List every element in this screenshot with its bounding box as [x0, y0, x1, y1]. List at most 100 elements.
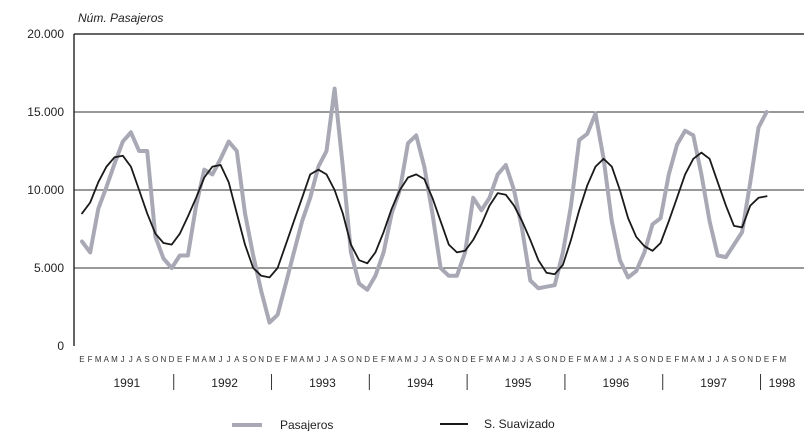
- x-tick-month: F: [185, 355, 190, 364]
- x-tick-month: E: [568, 355, 574, 364]
- x-tick-month: M: [111, 355, 118, 364]
- x-tick-month: A: [527, 355, 533, 364]
- x-tick-year: 1993: [309, 376, 336, 390]
- x-tick-month: A: [593, 355, 599, 364]
- x-tick-month: A: [723, 355, 729, 364]
- x-tick-month: O: [739, 355, 745, 364]
- y-axis-label: Núm. Pasajeros: [78, 11, 163, 25]
- x-tick-month: S: [633, 355, 639, 364]
- y-tick-label: 0: [57, 339, 64, 353]
- x-tick-month: N: [747, 355, 753, 364]
- x-tick-month: F: [772, 355, 777, 364]
- series: [80, 86, 769, 325]
- x-tick-month: N: [161, 355, 167, 364]
- x-tick-month: M: [779, 355, 786, 364]
- x-tick-month: E: [666, 355, 672, 364]
- x-tick-month: J: [324, 355, 328, 364]
- x-tick-month: J: [121, 355, 125, 364]
- x-tick-month: D: [755, 355, 761, 364]
- x-tick-month: F: [674, 355, 679, 364]
- x-tick-month: J: [129, 355, 133, 364]
- x-tick-month: D: [364, 355, 370, 364]
- x-tick-month: A: [397, 355, 403, 364]
- x-tick-month: N: [356, 355, 362, 364]
- x-tick-month: S: [536, 355, 542, 364]
- x-tick-month: M: [600, 355, 607, 364]
- x-tick-month: A: [136, 355, 142, 364]
- x-tick-month: O: [641, 355, 647, 364]
- x-tick-month: J: [227, 355, 231, 364]
- series-line-suavizado: [81, 151, 768, 279]
- x-tick-month: D: [169, 355, 175, 364]
- x-tick-month: D: [560, 355, 566, 364]
- x-tick-month: E: [764, 355, 770, 364]
- x-tick-month: S: [242, 355, 248, 364]
- x-tick-month: J: [618, 355, 622, 364]
- x-tick-month: F: [283, 355, 288, 364]
- axes: 0 5.000 10.000 15.000 20.000: [27, 27, 75, 353]
- x-tick-month: J: [520, 355, 524, 364]
- x-tick-year: 1997: [700, 376, 727, 390]
- x-tick-month: J: [716, 355, 720, 364]
- legend-pasajeros-label: Pasajeros: [280, 418, 333, 431]
- x-tick-year: 1995: [505, 376, 532, 390]
- x-tick-month: M: [388, 355, 395, 364]
- x-tick-month: A: [299, 355, 305, 364]
- x-tick-month: D: [462, 355, 468, 364]
- series-line-pasajeros: [80, 86, 769, 325]
- x-tick-month: A: [234, 355, 240, 364]
- x-tick-month: J: [610, 355, 614, 364]
- x-tick-month: M: [698, 355, 705, 364]
- x-tick-month: M: [209, 355, 216, 364]
- legend: Pasajeros S. Suavizado: [232, 417, 555, 431]
- x-tick-month: D: [658, 355, 664, 364]
- x-tick-month: S: [731, 355, 737, 364]
- x-tick-month: E: [373, 355, 379, 364]
- x-tick-month: M: [682, 355, 689, 364]
- x-tick-month: S: [144, 355, 150, 364]
- y-tick-label: 20.000: [27, 27, 64, 41]
- x-tick-month: F: [381, 355, 386, 364]
- x-tick-month: S: [438, 355, 444, 364]
- x-tick-year: 1991: [113, 376, 140, 390]
- x-tick-month: E: [177, 355, 183, 364]
- x-tick-month: A: [104, 355, 110, 364]
- x-tick-month: S: [340, 355, 346, 364]
- x-tick-month: F: [479, 355, 484, 364]
- x-tick-month: A: [430, 355, 436, 364]
- x-tick-month: E: [275, 355, 281, 364]
- x-tick-month: J: [316, 355, 320, 364]
- legend-suavizado-label: S. Suavizado: [484, 417, 555, 431]
- x-tick-month: M: [405, 355, 412, 364]
- x-tick-month: E: [470, 355, 476, 364]
- x-tick-month: M: [486, 355, 493, 364]
- x-tick-month: A: [332, 355, 338, 364]
- x-tick-year: 1994: [407, 376, 434, 390]
- x-tick-year: 1992: [211, 376, 238, 390]
- y-tick-label: 15.000: [27, 105, 64, 119]
- x-tick-month: O: [348, 355, 354, 364]
- x-tick-year: 1998: [769, 376, 796, 390]
- x-tick-month: O: [250, 355, 256, 364]
- x-tick-month: M: [584, 355, 591, 364]
- x-tick-month: A: [690, 355, 696, 364]
- x-tick-month: O: [152, 355, 158, 364]
- x-tick-month: N: [454, 355, 460, 364]
- x-tick-month: A: [201, 355, 207, 364]
- x-tick-month: J: [707, 355, 711, 364]
- x-tick-month: E: [79, 355, 85, 364]
- x-tick-month: D: [266, 355, 272, 364]
- x-tick-month: M: [193, 355, 200, 364]
- x-tick-month: A: [495, 355, 501, 364]
- y-tick-label: 5.000: [34, 261, 64, 275]
- x-tick-month: F: [88, 355, 93, 364]
- x-tick-month: M: [502, 355, 509, 364]
- x-tick-month: J: [422, 355, 426, 364]
- y-tick-label: 10.000: [27, 183, 64, 197]
- x-tick-month: M: [307, 355, 314, 364]
- x-tick-year: 1996: [602, 376, 629, 390]
- x-tick-month: M: [290, 355, 297, 364]
